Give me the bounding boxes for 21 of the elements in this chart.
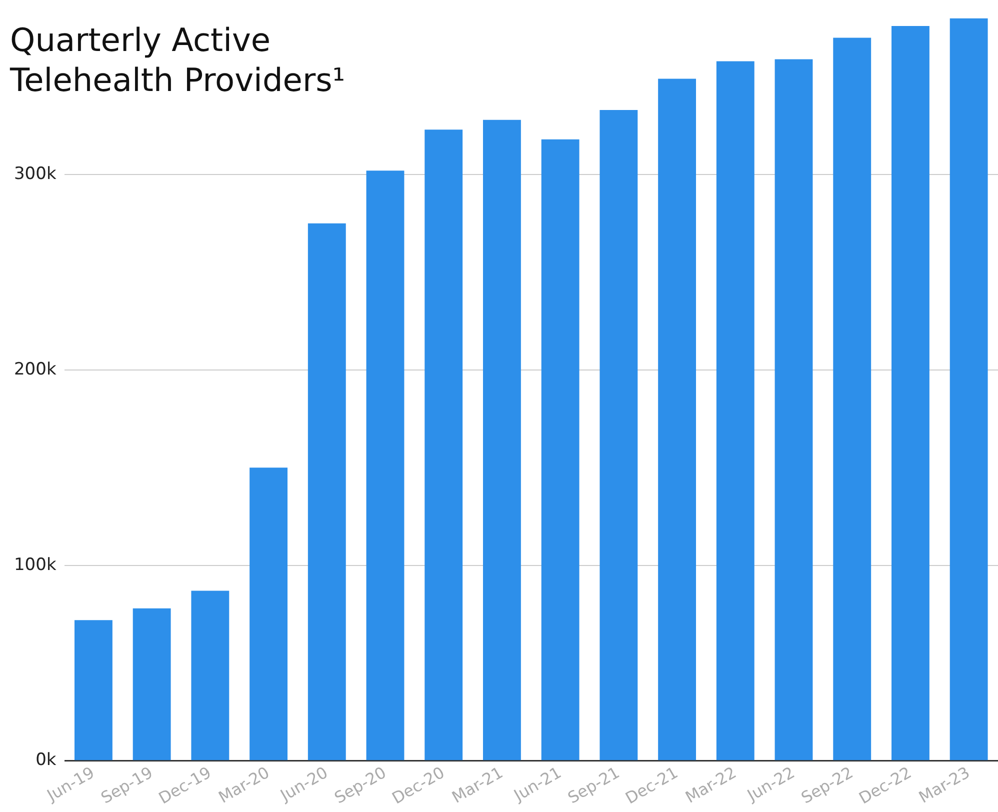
y-tick-label: 200k [14, 359, 56, 380]
bar [366, 170, 404, 760]
bar [892, 26, 930, 760]
y-tick-label: 0k [36, 750, 56, 770]
bar [600, 110, 638, 760]
y-tick-label: 300k [14, 164, 56, 184]
bar [716, 61, 754, 760]
bar [483, 120, 521, 760]
y-tick-label: 100k [14, 554, 56, 575]
bar [658, 78, 696, 760]
bar [250, 468, 288, 760]
bar [424, 130, 463, 760]
bar [950, 18, 988, 760]
bar [132, 608, 171, 760]
bar [541, 139, 580, 760]
text: Quarterly Active Telehealth Providers¹ [10, 20, 390, 100]
bar [74, 620, 112, 760]
bar [308, 223, 346, 760]
bar [191, 590, 230, 760]
bar [774, 59, 813, 760]
bar [833, 38, 872, 760]
